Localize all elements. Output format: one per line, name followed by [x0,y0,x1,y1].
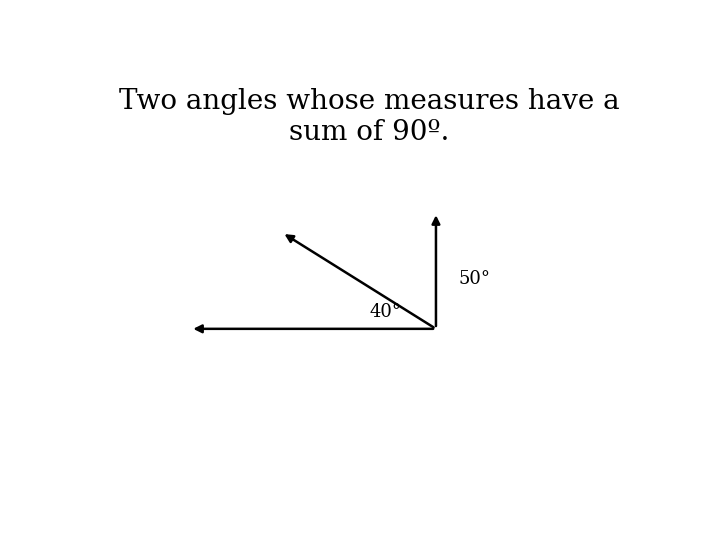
Text: 40°: 40° [369,303,401,321]
Text: Two angles whose measures have a: Two angles whose measures have a [119,87,619,114]
Text: 50°: 50° [459,270,490,288]
Text: sum of 90º.: sum of 90º. [289,119,449,146]
